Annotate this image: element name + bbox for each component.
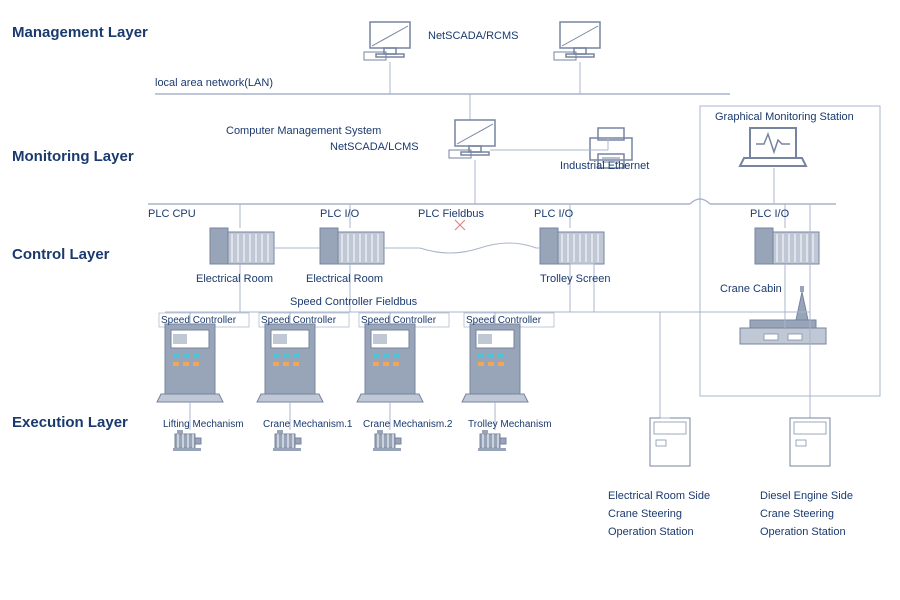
layer-management: Management Layer — [12, 24, 148, 41]
label-ops2c: Operation Station — [760, 526, 846, 538]
label-lan: local area network(LAN) — [155, 77, 273, 89]
label-sc1: Speed Controller — [161, 315, 236, 326]
label-rcms: NetSCADA/RCMS — [428, 30, 518, 42]
label-scfb: Speed Controller Fieldbus — [290, 296, 417, 308]
label-cms: Computer Management System — [226, 125, 381, 137]
label-sc2: Speed Controller — [261, 315, 336, 326]
label-ops1c: Operation Station — [608, 526, 694, 538]
label-plcio2: PLC I/O — [534, 208, 573, 220]
layer-control: Control Layer — [12, 246, 110, 263]
label-ops1b: Crane Steering — [608, 508, 682, 520]
label-m1: Lifting Mechanism — [163, 419, 244, 430]
label-lcms: NetSCADA/LCMS — [330, 141, 419, 153]
label-gms: Graphical Monitoring Station — [715, 111, 854, 123]
label-plcfb: PLC Fieldbus — [418, 208, 484, 220]
label-sc3: Speed Controller — [361, 315, 436, 326]
layer-execution: Execution Layer — [12, 414, 128, 431]
label-sc4: Speed Controller — [466, 315, 541, 326]
label-ops2b: Crane Steering — [760, 508, 834, 520]
label-ops2a: Diesel Engine Side — [760, 490, 853, 502]
label-m2: Crane Mechanism.1 — [263, 419, 352, 430]
label-m4: Trolley Mechanism — [468, 419, 552, 430]
label-m3: Crane Mechanism.2 — [363, 419, 452, 430]
label-plcio3: PLC I/O — [750, 208, 789, 220]
label-er2: Electrical Room — [306, 273, 383, 285]
label-ts: Trolley Screen — [540, 273, 611, 285]
label-plcio1: PLC I/O — [320, 208, 359, 220]
label-ops1a: Electrical Room Side — [608, 490, 710, 502]
label-er1: Electrical Room — [196, 273, 273, 285]
label-plccpu: PLC CPU — [148, 208, 196, 220]
label-ie: Industrial Ethernet — [560, 160, 649, 172]
layer-monitoring: Monitoring Layer — [12, 148, 134, 165]
label-cranecabin: Crane Cabin — [720, 283, 782, 295]
